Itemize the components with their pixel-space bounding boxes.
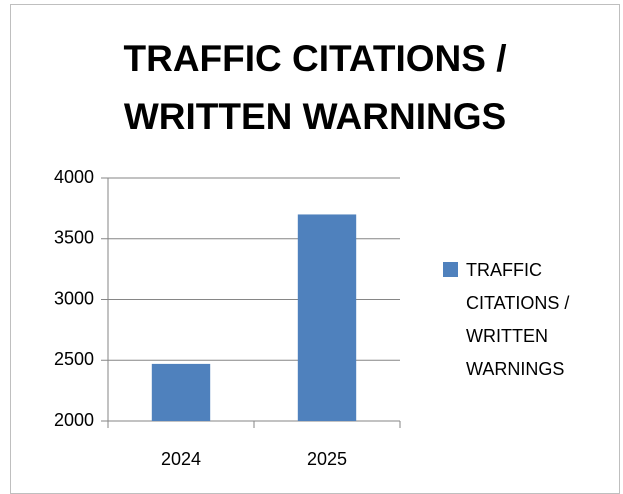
y-tick-label: 2500: [54, 349, 94, 369]
legend-label: TRAFFIC CITATIONS / WRITTEN WARNINGS: [466, 260, 570, 379]
y-tick-label: 3000: [54, 288, 94, 308]
legend-swatch: [443, 262, 458, 277]
x-tick-label: 2025: [307, 449, 347, 469]
y-tick-label: 3500: [54, 228, 94, 248]
y-tick-label: 2000: [54, 410, 94, 430]
y-tick-label: 4000: [54, 167, 94, 187]
chart-title: TRAFFIC CITATIONS / WRITTEN WARNINGS: [123, 38, 507, 137]
bar: [297, 214, 357, 421]
x-tick-label: 2024: [161, 449, 201, 469]
bar: [151, 363, 211, 421]
